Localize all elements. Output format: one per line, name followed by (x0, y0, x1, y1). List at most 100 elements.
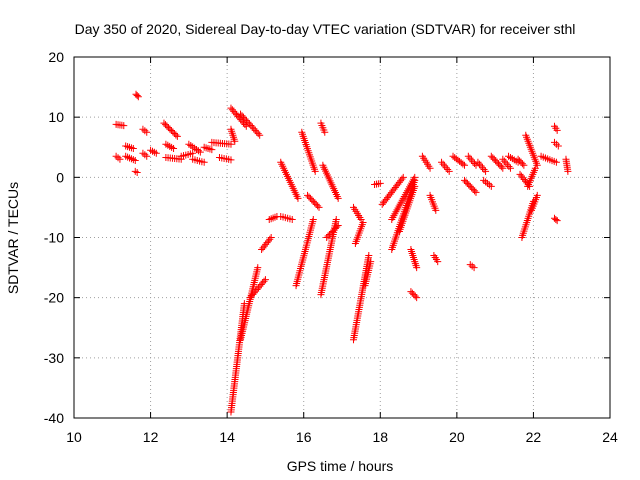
data-point (471, 187, 479, 195)
satellite-track (132, 90, 142, 101)
data-point (227, 140, 235, 148)
satellite-track (227, 104, 250, 130)
data-point (312, 200, 320, 208)
data-point (241, 115, 249, 123)
data-point (398, 175, 406, 183)
data-point (204, 144, 212, 152)
data-point (288, 215, 296, 223)
data-point (139, 125, 147, 133)
data-point (305, 193, 313, 201)
data-point (490, 155, 498, 163)
data-point (143, 152, 151, 160)
satellite-track (200, 143, 216, 154)
satellite-track (351, 218, 367, 248)
satellite-track (227, 125, 239, 145)
data-point (261, 276, 269, 284)
satellite-track (461, 176, 480, 196)
data-point (467, 156, 475, 164)
data-point (141, 127, 149, 135)
satellite-track (139, 149, 151, 160)
satellite-track (122, 152, 139, 164)
data-point (163, 122, 171, 130)
data-point (470, 159, 478, 167)
data-point (294, 194, 302, 202)
satellite-track (407, 246, 421, 272)
data-point (479, 164, 487, 172)
data-point (469, 185, 477, 193)
data-point (487, 182, 495, 190)
data-point (169, 128, 177, 136)
data-point (161, 121, 169, 129)
data-point (254, 130, 262, 138)
data-point (324, 232, 332, 240)
data-point (477, 162, 485, 170)
data-point (466, 182, 474, 190)
data-point (520, 161, 528, 169)
data-point (564, 167, 572, 175)
data-point (327, 229, 335, 237)
data-point (141, 151, 149, 159)
data-point (311, 167, 319, 175)
data-point (365, 252, 373, 260)
data-point (331, 224, 339, 232)
x-tick-label: 16 (296, 429, 312, 445)
data-point (260, 277, 268, 285)
data-point (133, 92, 141, 100)
y-tick-label: -40 (44, 410, 64, 426)
x-tick-label: 12 (143, 429, 159, 445)
x-tick-label: 14 (219, 429, 235, 445)
data-point (164, 124, 172, 132)
data-point (500, 157, 508, 165)
data-point (134, 93, 142, 101)
satellite-track (147, 146, 160, 157)
satellite-track (514, 155, 528, 169)
data-point (499, 155, 507, 163)
data-point (112, 152, 120, 160)
data-point (554, 142, 562, 150)
data-point (411, 176, 419, 184)
data-point (170, 144, 178, 152)
data-point (251, 126, 259, 134)
data-point (173, 132, 181, 140)
data-point (231, 137, 239, 145)
satellite-track (349, 203, 365, 223)
satellite-track (464, 152, 480, 169)
data-point (326, 230, 334, 238)
data-point (311, 199, 319, 207)
data-point (468, 262, 476, 270)
data-point (469, 158, 477, 166)
satellite-track (537, 152, 560, 166)
data-point (472, 161, 480, 169)
data-point (518, 160, 526, 168)
satellite-track (304, 191, 323, 211)
data-point (237, 110, 245, 118)
data-point (432, 206, 440, 214)
data-point (172, 131, 180, 139)
data-point (439, 160, 447, 168)
y-tick-label: 10 (48, 109, 64, 125)
data-point (399, 173, 407, 181)
x-axis-label: GPS time / hours (287, 458, 394, 474)
satellite-track (323, 221, 342, 241)
x-tick-label: 10 (66, 429, 82, 445)
data-point (332, 215, 340, 223)
satellite-track (317, 119, 329, 136)
data-point (463, 179, 471, 187)
data-point (434, 258, 442, 266)
y-tick-label: 20 (48, 49, 64, 65)
data-point (315, 203, 323, 211)
data-point (480, 166, 488, 174)
data-point (200, 158, 208, 166)
y-axis-label: SDTVAR / TECUs (5, 182, 21, 294)
satellite-track (361, 258, 375, 290)
data-point (267, 234, 275, 241)
data-point (248, 123, 256, 131)
data-point (459, 160, 467, 168)
data-point (550, 138, 558, 146)
satellite-track (407, 288, 421, 302)
satellite-track (162, 140, 178, 152)
data-point (499, 164, 507, 172)
data-point (242, 117, 250, 125)
data-point (166, 125, 174, 133)
